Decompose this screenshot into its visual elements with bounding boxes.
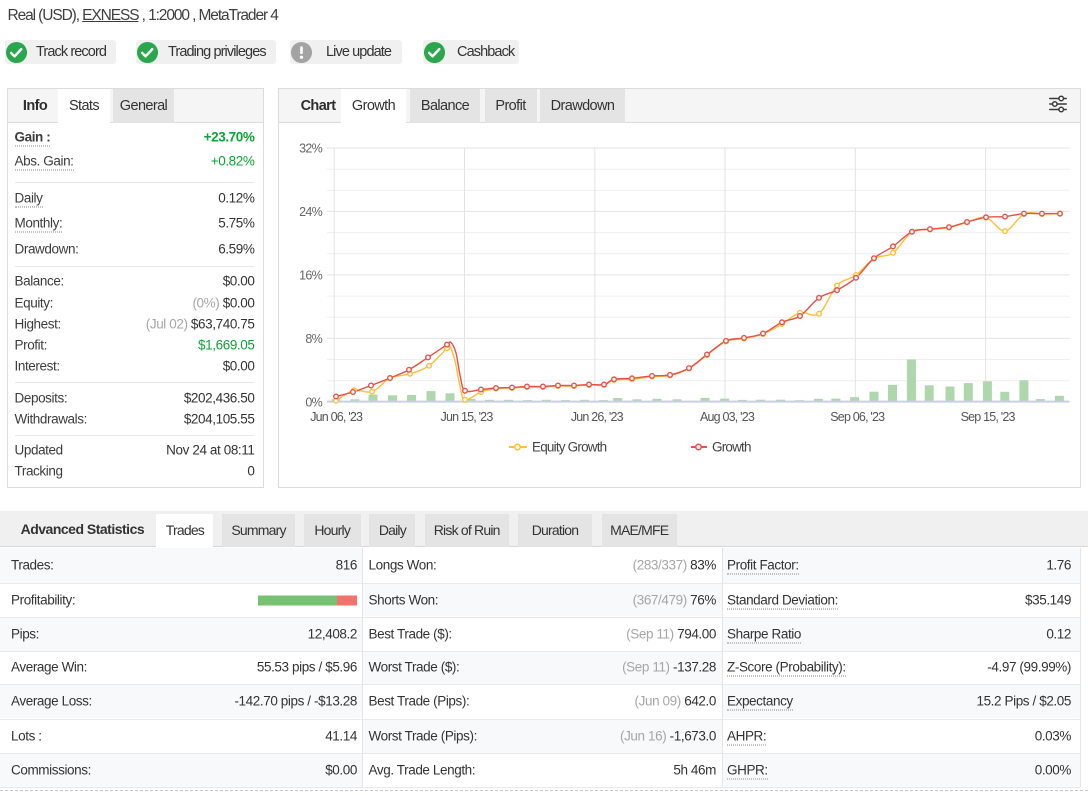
svg-text:Aug 03, '23: Aug 03, '23 [700, 410, 755, 424]
svg-text:8%: 8% [305, 332, 322, 346]
svg-text:Growth: Growth [712, 440, 751, 455]
svg-text:Jun 06, '23: Jun 06, '23 [310, 410, 363, 424]
svg-text:0%: 0% [305, 395, 322, 409]
svg-text:Sep 06, '23: Sep 06, '23 [830, 410, 885, 424]
svg-text:16%: 16% [299, 268, 323, 282]
svg-text:Sep 15, '23: Sep 15, '23 [961, 410, 1016, 424]
svg-text:Jun 26, '23: Jun 26, '23 [571, 410, 624, 424]
svg-text:Equity Growth: Equity Growth [532, 440, 607, 455]
svg-text:Jun 15, '23: Jun 15, '23 [441, 410, 494, 424]
svg-text:24%: 24% [299, 205, 323, 219]
svg-text:32%: 32% [299, 142, 323, 156]
